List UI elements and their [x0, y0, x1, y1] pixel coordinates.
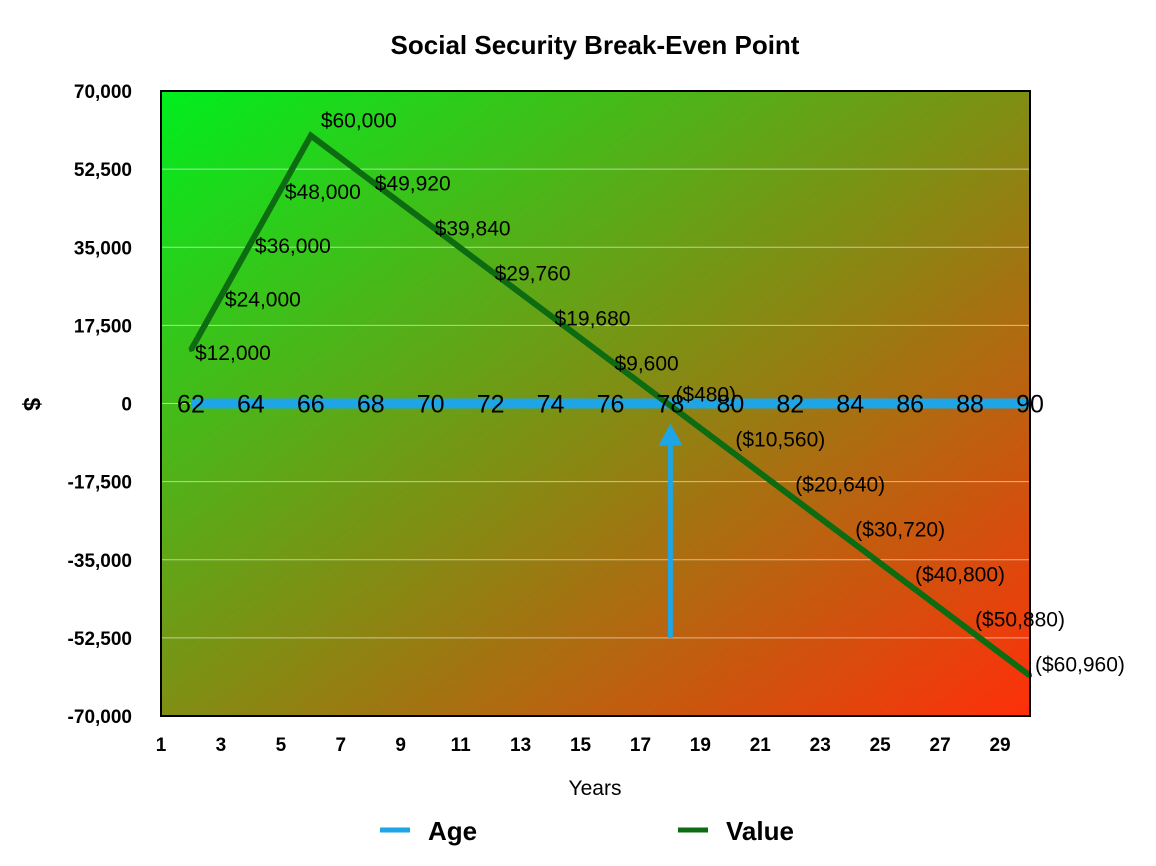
age-point-label: 72	[477, 391, 505, 419]
x-axis-ticks: 1 3 5 7 9 11 13 15 17 19 21 23 25 27 29	[156, 735, 1011, 756]
value-point	[908, 583, 913, 588]
value-point	[278, 187, 283, 192]
value-point	[968, 628, 973, 633]
x-tick-label: 27	[930, 735, 951, 756]
legend-label: Age	[428, 816, 477, 846]
value-point	[308, 133, 313, 138]
x-axis-label: Years	[569, 777, 622, 800]
age-point-label: 80	[716, 391, 744, 419]
series-layer	[188, 131, 1032, 679]
y-tick-label: -17,500	[68, 473, 132, 494]
x-tick-label: 3	[216, 735, 227, 756]
value-data-label: $12,000	[195, 342, 271, 365]
value-data-label: ($20,640)	[795, 474, 885, 497]
value-point	[368, 178, 373, 183]
break-even-arrow-head	[658, 423, 683, 446]
y-tick-label: 0	[121, 395, 132, 416]
legend: Age Value	[380, 816, 794, 846]
value-point	[218, 294, 223, 299]
plot-frame	[160, 90, 1031, 717]
value-data-label: $48,000	[285, 181, 361, 204]
y-tick-label: 17,500	[74, 316, 132, 337]
x-tick-label: 11	[451, 735, 472, 756]
labels-layer: 62 64 66 68 70 72 74 76 78 80 82 84 86 88 90$12,000$24…	[177, 110, 1125, 677]
x-tick-label: 7	[336, 735, 347, 756]
age-point-label: 74	[537, 391, 565, 419]
value-point	[548, 313, 553, 318]
x-tick-label: 15	[570, 735, 592, 756]
y-tick-label: -52,500	[68, 629, 132, 650]
value-data-label: $49,920	[375, 173, 451, 196]
value-point	[488, 268, 493, 273]
value-data-label: ($50,880)	[975, 609, 1065, 632]
x-tick-label: 25	[870, 735, 892, 756]
value-data-label: $39,840	[435, 218, 511, 241]
value-point	[608, 358, 613, 363]
value-data-label: ($60,960)	[1035, 654, 1125, 677]
value-data-label: $36,000	[255, 235, 331, 258]
value-data-label: $24,000	[225, 288, 301, 311]
value-data-label: ($480)	[675, 384, 736, 407]
value-data-label: ($10,560)	[735, 429, 825, 452]
age-point-label: 84	[836, 391, 864, 419]
y-tick-label: -70,000	[68, 707, 132, 728]
value-point	[188, 347, 193, 352]
x-tick-label: 23	[810, 735, 831, 756]
x-tick-label: 17	[630, 735, 651, 756]
y-tick-label: -35,000	[68, 551, 132, 572]
value-data-label: $19,680	[555, 308, 631, 331]
age-point-label: 66	[297, 391, 325, 419]
y-tick-label: 70,000	[74, 82, 132, 103]
value-point	[668, 403, 673, 408]
x-tick-label: 9	[395, 735, 406, 756]
x-tick-label: 5	[276, 735, 287, 756]
value-point	[788, 493, 793, 498]
age-point-label: 86	[896, 391, 924, 419]
value-data-label: $9,600	[614, 353, 678, 376]
x-tick-label: 21	[750, 735, 772, 756]
value-point	[248, 240, 253, 245]
y-axis-ticks: 70,000 52,500 35,000 17,500 0 -17,500 -35,000 -…	[68, 82, 132, 728]
y-tick-label: 52,500	[74, 160, 132, 181]
age-point-label: 70	[417, 391, 445, 419]
age-point-label: 68	[357, 391, 385, 419]
value-point	[728, 448, 733, 453]
age-point-label: 62	[177, 391, 205, 419]
y-axis-label: $	[18, 397, 45, 411]
legend-label: Value	[726, 816, 794, 846]
age-point-label: 76	[597, 391, 625, 419]
age-point-label: 88	[956, 391, 984, 419]
age-point-label: 64	[237, 391, 265, 419]
value-data-label: ($30,720)	[855, 519, 945, 542]
x-tick-label: 1	[156, 735, 167, 756]
value-data-label: $29,760	[495, 263, 571, 286]
age-point-label: 82	[776, 391, 804, 419]
age-point-label: 78	[657, 391, 685, 419]
value-data-label: ($40,800)	[915, 564, 1005, 587]
x-tick-label: 19	[690, 735, 711, 756]
x-tick-label: 29	[989, 735, 1010, 756]
value-point	[428, 223, 433, 228]
value-point	[848, 538, 853, 543]
x-tick-label: 13	[510, 735, 531, 756]
y-tick-label: 35,000	[74, 238, 132, 259]
chart-title: Social Security Break-Even Point	[391, 30, 800, 60]
value-data-label: $60,000	[321, 110, 397, 133]
